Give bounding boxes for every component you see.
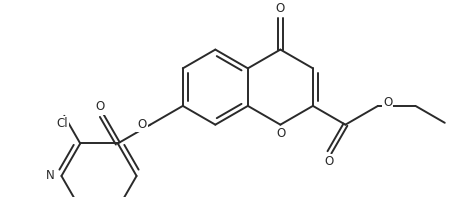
Text: Cl: Cl [56, 117, 68, 130]
Text: O: O [95, 100, 104, 113]
Text: O: O [276, 2, 285, 15]
Text: O: O [277, 127, 286, 140]
Text: O: O [137, 118, 147, 131]
Text: O: O [325, 155, 334, 168]
Text: O: O [383, 96, 392, 109]
Text: N: N [46, 169, 55, 183]
